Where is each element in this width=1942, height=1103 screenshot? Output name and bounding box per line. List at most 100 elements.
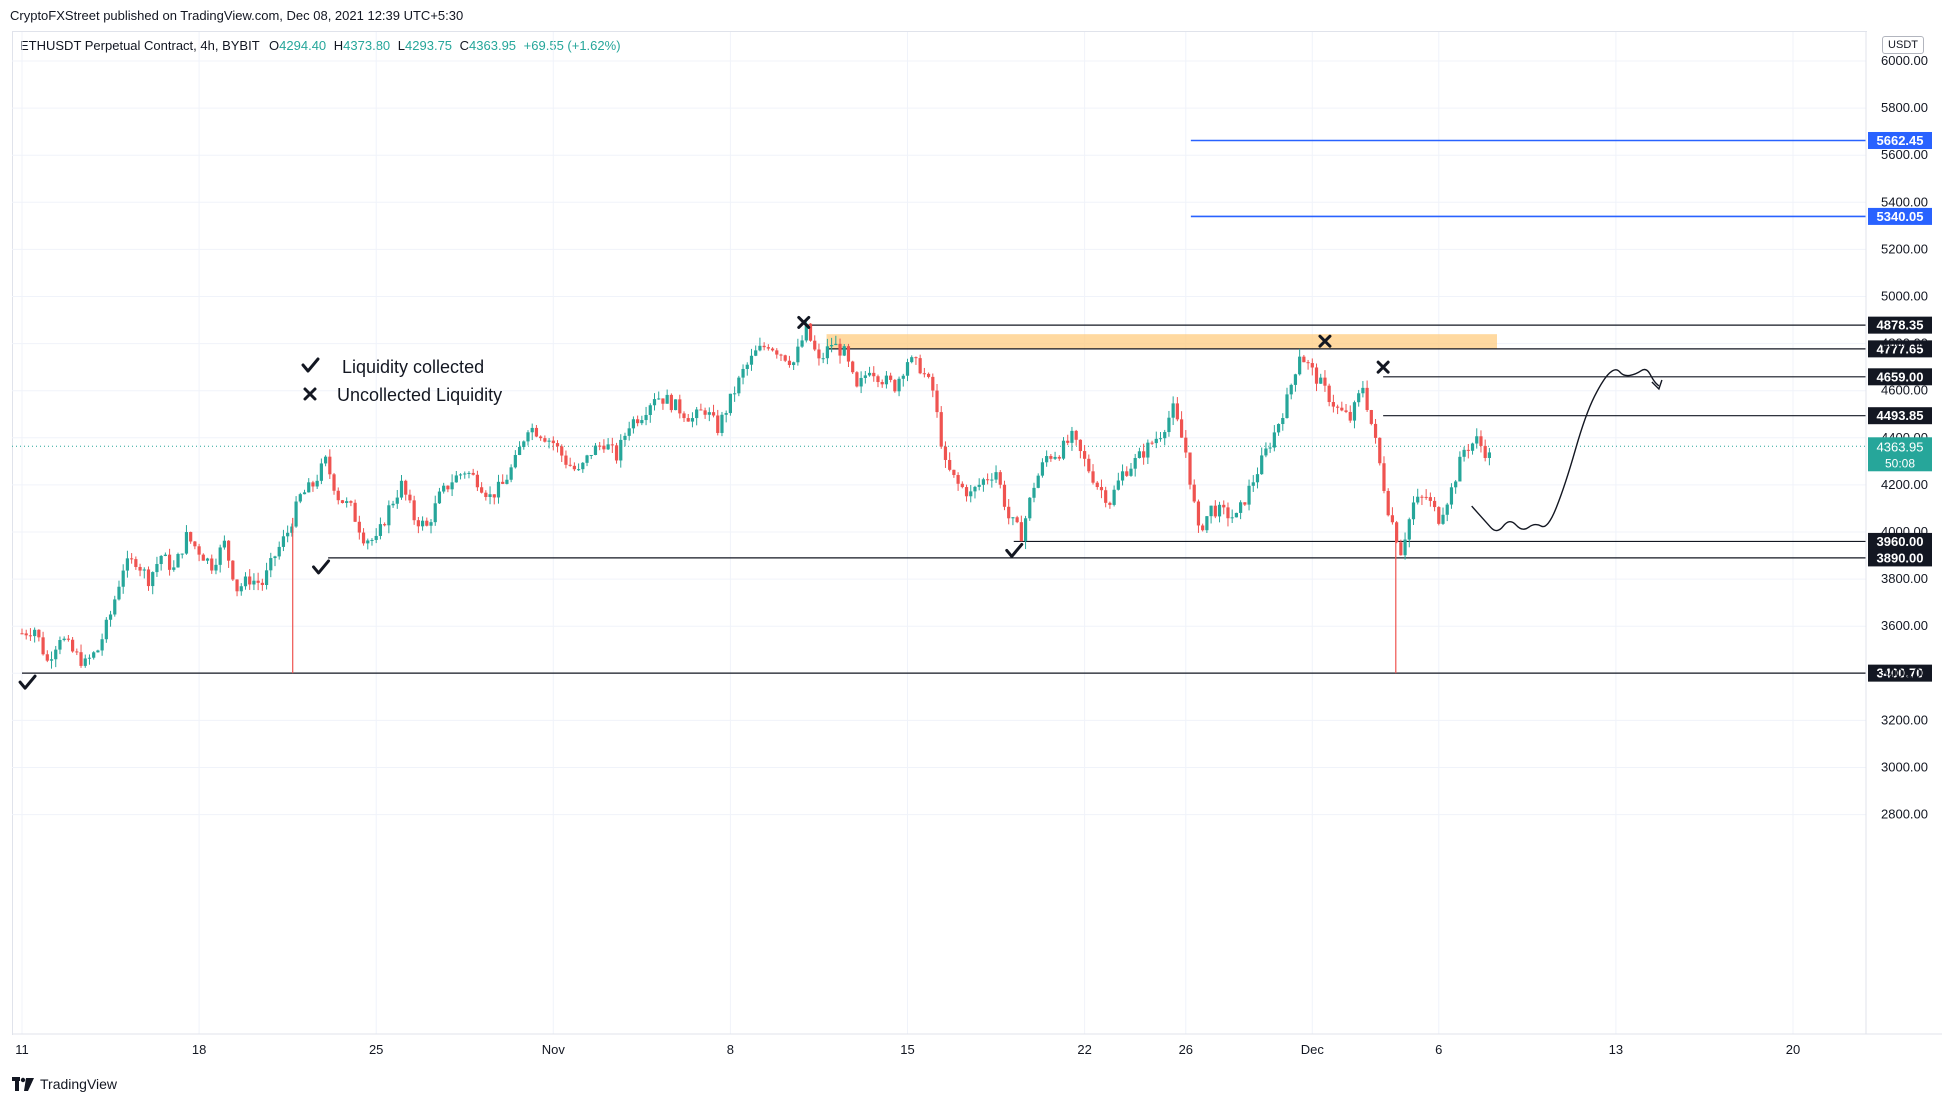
candle-body [277, 546, 281, 557]
price-label-bg [1868, 207, 1932, 225]
candle-body [1441, 514, 1445, 524]
candle-body [1458, 456, 1462, 482]
candle-body [910, 357, 914, 363]
candle-body [825, 346, 829, 359]
x-tick-label: 11 [15, 1042, 29, 1057]
candle-body [779, 354, 783, 356]
candle-body [134, 559, 138, 567]
candle-body [104, 619, 108, 640]
check-mark-icon [1005, 542, 1024, 558]
candle-body [1348, 411, 1352, 421]
candle-body [817, 349, 821, 359]
candle-body [745, 364, 749, 369]
candle-body [353, 502, 357, 522]
x-tick-label: 15 [900, 1042, 914, 1057]
x-tick-label: 25 [369, 1042, 383, 1057]
candle-body [180, 553, 184, 555]
candle-body [1125, 471, 1129, 476]
y-tick-label: 4000.00 [1881, 524, 1928, 539]
x-tick-label: 18 [192, 1042, 206, 1057]
candle-body [281, 536, 286, 547]
candle-body [593, 445, 598, 455]
candle-body [1040, 462, 1045, 476]
candle-body [1074, 430, 1078, 440]
candle-body [1129, 468, 1133, 476]
y-tick-label: 5400.00 [1881, 194, 1928, 209]
candle-body [669, 394, 673, 411]
candle-body [1454, 481, 1458, 488]
candle-body [678, 399, 682, 414]
candle-body [311, 482, 315, 487]
candle-body [227, 540, 231, 561]
candle-body [1331, 402, 1335, 407]
candle-body [117, 586, 121, 600]
candle-body [387, 505, 391, 526]
candle-body [273, 556, 277, 559]
candle-body [1411, 502, 1416, 520]
candle-body [543, 438, 547, 442]
candle-body [138, 566, 142, 571]
candle-body [37, 629, 41, 638]
candle-body [581, 462, 585, 470]
currency-button[interactable]: USDT [1882, 36, 1924, 54]
candle-body [340, 500, 345, 503]
candle-body [1340, 407, 1344, 411]
candle-body [952, 469, 956, 476]
candle-body [83, 658, 87, 666]
candle-body [534, 427, 539, 437]
candle-body [572, 465, 576, 470]
candle-body [901, 375, 905, 379]
candle-body [125, 558, 130, 571]
candle-body [598, 445, 602, 447]
candle-body [1011, 517, 1015, 519]
candle-body [513, 455, 517, 468]
price-label: 3960.00 [1877, 534, 1924, 549]
candle-body [155, 564, 159, 573]
candle-body [986, 479, 990, 481]
candle-body [446, 485, 450, 490]
candle-body [1323, 377, 1327, 386]
candle-body [243, 576, 248, 587]
candle-body [222, 540, 226, 548]
candle-body [184, 532, 189, 554]
candle-body [602, 445, 606, 450]
candle-body [838, 343, 842, 356]
candle-body [437, 491, 442, 504]
candle-body [130, 558, 134, 560]
candle-body [555, 443, 560, 447]
candle-body [463, 473, 467, 475]
candle-body [315, 480, 319, 487]
candle-body [585, 455, 589, 463]
candle-body [547, 440, 551, 442]
candle-body [492, 494, 496, 498]
candle-body [1007, 506, 1011, 519]
candle-body [54, 649, 58, 660]
candle-body [429, 522, 433, 526]
candle-body [454, 475, 458, 483]
candle-body [610, 444, 614, 446]
candle-body [1028, 497, 1032, 519]
candle-body [66, 638, 70, 640]
y-tick-label: 5800.00 [1881, 100, 1928, 115]
candle-body [1175, 403, 1179, 420]
candle-body [1285, 394, 1289, 419]
candle-body [96, 650, 100, 653]
candle-body [1066, 440, 1070, 443]
candle-body [872, 372, 876, 377]
candle-body [568, 464, 572, 466]
candle-body [231, 560, 235, 580]
x-tick-label: 26 [1179, 1042, 1193, 1057]
supply-zone-rect [826, 334, 1497, 349]
candle-body [880, 382, 884, 385]
candle-body [79, 652, 83, 666]
candle-body [973, 486, 977, 492]
candle-body [1475, 436, 1479, 444]
candle-body [737, 377, 741, 394]
candle-body [1158, 438, 1163, 440]
price-label: 5340.05 [1877, 209, 1924, 224]
candle-body [657, 398, 661, 400]
candle-body [1369, 410, 1373, 424]
candle-body [294, 501, 298, 527]
candle-body [640, 420, 644, 424]
